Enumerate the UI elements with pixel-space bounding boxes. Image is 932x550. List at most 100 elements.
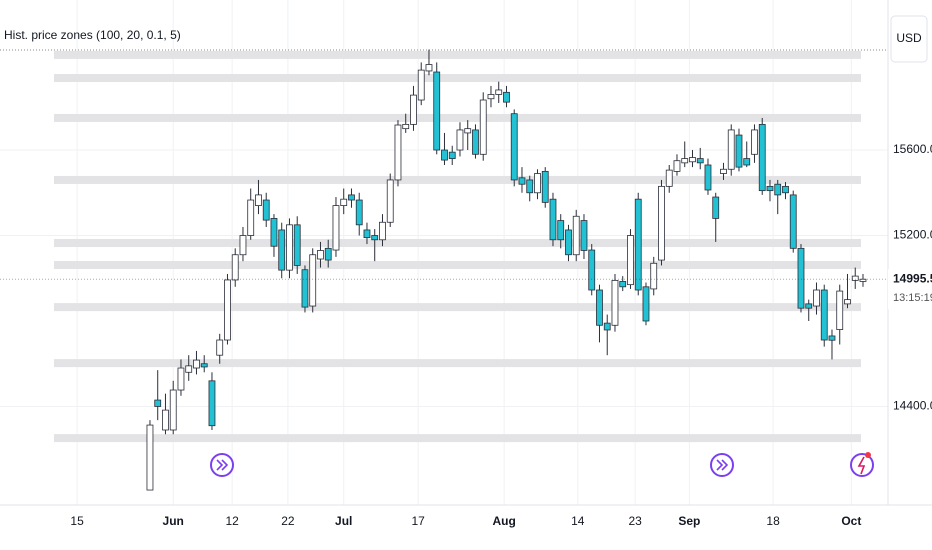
candle-body — [479, 99, 487, 155]
candle-body — [588, 249, 596, 291]
candle-body — [673, 160, 681, 172]
last-price-box — [888, 269, 932, 310]
candle-body — [348, 194, 355, 201]
candle-body — [441, 149, 448, 161]
candle-body — [425, 64, 433, 72]
candle-body — [386, 179, 394, 223]
candle-body — [448, 151, 456, 159]
candle-body — [262, 199, 270, 221]
candle-body — [200, 363, 208, 368]
candle-body — [286, 224, 293, 271]
x-tick-label: 17 — [411, 514, 425, 528]
candle-body — [162, 409, 169, 431]
candle-body — [758, 123, 766, 192]
x-tick-label: 14 — [571, 514, 585, 528]
x-tick-label: Jul — [335, 514, 352, 528]
candle-body — [658, 185, 665, 261]
candle-body — [557, 220, 565, 241]
candle-body — [534, 173, 541, 194]
news-icon[interactable] — [850, 452, 874, 477]
candle-body — [464, 128, 472, 134]
candle-body — [603, 322, 611, 331]
countdown-label: 13:15:19 — [893, 292, 932, 304]
candle-body — [247, 199, 255, 236]
candle-body — [704, 164, 712, 191]
candle-body — [270, 218, 278, 247]
candle-body — [417, 69, 425, 101]
candle-body — [231, 254, 239, 281]
x-tick-label: Aug — [492, 514, 515, 528]
candle-body — [720, 168, 727, 174]
price-zone — [54, 261, 861, 270]
event-icon[interactable] — [210, 453, 234, 477]
candle-body — [797, 247, 805, 309]
candle-body — [712, 196, 720, 219]
candle-body — [487, 94, 495, 100]
candle-body — [503, 91, 510, 103]
candle-body — [813, 289, 820, 307]
candle-body — [572, 215, 580, 256]
candle-body — [146, 424, 154, 491]
candle-body — [820, 289, 828, 341]
candle-body — [394, 124, 402, 181]
candle-body — [526, 179, 534, 194]
indicator-title: Hist. price zones (100, 20, 0.1, 5) — [4, 28, 181, 42]
candle-body — [293, 224, 301, 266]
candle-body — [859, 278, 867, 282]
candle-body — [317, 250, 324, 260]
candle-body — [580, 220, 588, 251]
candle-body — [774, 183, 782, 196]
candle-body — [634, 198, 642, 291]
candle-body — [332, 205, 340, 251]
candle-body — [255, 194, 262, 206]
candle-body — [844, 299, 851, 305]
candle-body — [751, 129, 758, 155]
price-zone — [54, 175, 861, 184]
x-tick-label: 18 — [766, 514, 780, 528]
x-tick-label: Jun — [163, 514, 184, 528]
candle-body — [766, 185, 774, 192]
event-icon[interactable] — [710, 453, 734, 477]
candle-body — [379, 221, 386, 241]
candle-body — [743, 158, 751, 166]
x-tick-label: 22 — [281, 514, 295, 528]
candle-body — [193, 359, 200, 369]
candle-body — [565, 229, 572, 256]
price-zone — [54, 238, 861, 247]
candle-body — [696, 158, 704, 164]
candle-body — [650, 262, 658, 290]
candle-body — [433, 71, 441, 151]
price-zone — [54, 113, 861, 122]
candle-body — [541, 170, 549, 203]
candle-body — [185, 365, 193, 373]
candle-body — [363, 229, 371, 239]
x-tick-label: 12 — [225, 514, 239, 528]
price-zone — [54, 359, 861, 368]
candle-body — [518, 177, 526, 185]
candle-body — [735, 134, 743, 168]
candle-body — [371, 235, 379, 241]
candle-body — [239, 235, 247, 256]
candle-body — [278, 229, 286, 271]
candle-body — [324, 247, 332, 261]
candle-body — [619, 281, 627, 288]
currency-button[interactable] — [890, 15, 928, 63]
candle-body — [805, 303, 813, 309]
candle-body — [216, 339, 224, 356]
candle-body — [154, 399, 162, 407]
plot-background — [0, 0, 888, 505]
x-tick-label: 15 — [70, 514, 84, 528]
candle-body — [549, 198, 557, 241]
candle-body — [689, 157, 696, 163]
candle-body — [224, 279, 231, 341]
price-zone — [54, 50, 861, 59]
candle-body — [169, 389, 177, 431]
candle-body — [642, 286, 650, 322]
candle-body — [472, 129, 479, 155]
y-tick-label: 15600.00 — [893, 142, 932, 156]
price-zone — [54, 303, 861, 312]
candle-body — [410, 94, 417, 125]
y-tick-label: 14400.00 — [893, 399, 932, 413]
candle-body — [789, 194, 797, 249]
candle-body — [611, 279, 619, 326]
